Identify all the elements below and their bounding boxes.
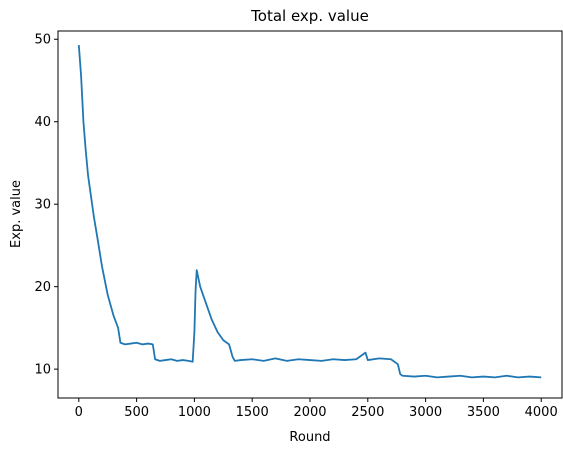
x-tick-label: 2500	[351, 405, 384, 420]
x-tick-label: 500	[124, 405, 149, 420]
y-tick-label: 30	[34, 198, 51, 213]
y-axis: 10 20 30 40 50	[34, 33, 58, 378]
y-tick-label: 20	[34, 280, 51, 295]
y-tick-label: 10	[34, 363, 51, 378]
x-tick-label: 0	[75, 405, 83, 420]
x-tick-label: 3500	[467, 405, 500, 420]
x-tick-label: 2000	[293, 405, 326, 420]
x-tick-label: 4000	[525, 405, 558, 420]
chart-title: Total exp. value	[250, 7, 369, 25]
y-axis-label: Exp. value	[9, 180, 24, 248]
x-axis-label: Round	[289, 430, 330, 445]
series-layer	[77, 44, 542, 379]
y-tick-label: 40	[34, 115, 51, 130]
x-tick-label: 3000	[409, 405, 442, 420]
x-tick-label: 1000	[178, 405, 211, 420]
series-line	[77, 44, 542, 379]
x-axis: 0 500 1000 1500 2000 2500 3000 3500 4000	[75, 398, 558, 420]
x-tick-label: 1500	[236, 405, 269, 420]
y-tick-label: 50	[34, 33, 51, 48]
